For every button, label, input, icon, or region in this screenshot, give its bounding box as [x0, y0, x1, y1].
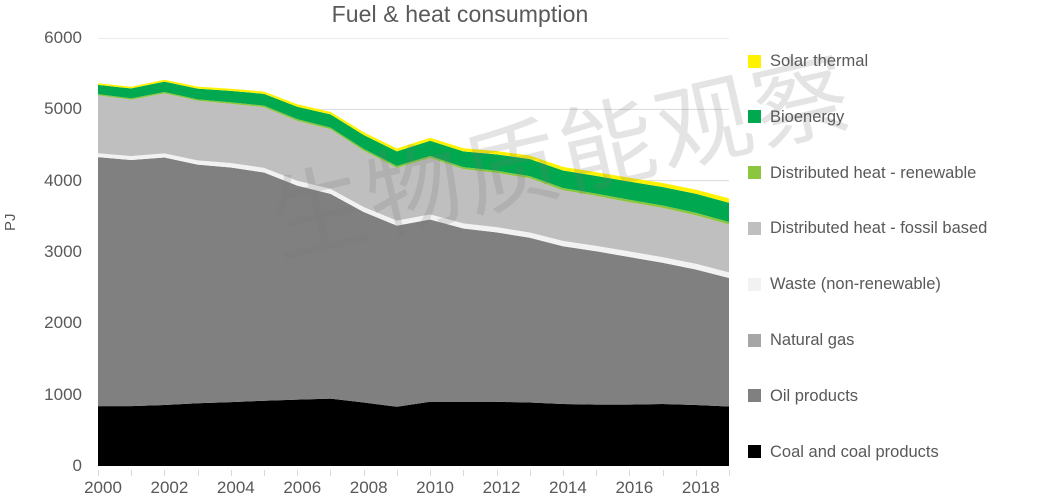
y-axis-tick-label: 2000 [44, 313, 82, 333]
x-axis-tick-label: 2016 [615, 478, 654, 497]
legend-swatch-icon [748, 110, 761, 124]
x-axis-tickmark [695, 470, 697, 476]
x-axis-tickmark [363, 470, 365, 476]
area-series [98, 92, 729, 225]
x-axis-tickmark [596, 470, 598, 476]
legend-item[interactable]: Waste (non-renewable) [748, 275, 941, 293]
legend-item[interactable]: Bioenergy [748, 108, 844, 126]
x-axis-tickmark [529, 470, 531, 476]
x-axis-tick-label: 2002 [150, 478, 189, 497]
x-axis-tickmark [230, 470, 232, 476]
legend-item[interactable]: Natural gas [748, 331, 854, 349]
chart-title: Fuel & heat consumption [331, 1, 589, 27]
x-axis-tick-label: 2004 [216, 478, 255, 497]
x-axis-tickmark [662, 470, 664, 476]
x-axis-tickmark [297, 470, 299, 476]
x-axis-tick-label: 2012 [482, 478, 521, 497]
y-axis-tick-labels: 0 1000 2000 3000 4000 5000 6000 [0, 0, 90, 502]
plot-area [98, 38, 729, 466]
x-axis-tick-label: 2000 [84, 478, 122, 497]
x-axis-tickmark [131, 470, 133, 476]
legend-item[interactable]: Solar thermal [748, 52, 868, 70]
legend-swatch-icon [748, 333, 761, 347]
x-axis-tickmark [496, 470, 498, 476]
legend-item[interactable]: Oil products [748, 387, 858, 405]
x-axis-tickmark [562, 470, 564, 476]
chart-legend: Solar thermal Bioenergy Distributed heat -… [748, 52, 1038, 482]
legend-label: Distributed heat - fossil based [770, 219, 988, 238]
legend-label: Distributed heat - renewable [770, 163, 977, 182]
area-series [98, 157, 729, 407]
y-axis-tick-label: 3000 [44, 242, 82, 261]
x-axis-tickmark [330, 470, 332, 476]
x-axis-tickmark [98, 470, 99, 476]
x-axis-tickmark [264, 470, 266, 476]
legend-item[interactable]: Distributed heat - fossil based [748, 219, 987, 237]
area-series [98, 93, 729, 273]
y-axis-tick-label: 1000 [44, 384, 82, 404]
legend-item[interactable]: Coal and coal products [748, 443, 939, 461]
x-axis-tickmark [197, 470, 199, 476]
legend-label: Natural gas [770, 331, 855, 349]
legend-swatch-icon [748, 445, 761, 459]
legend-label: Bioenergy [770, 107, 845, 126]
legend-label: Coal and coal products [770, 442, 939, 461]
x-axis-tickmark [463, 470, 465, 476]
area-series [98, 398, 729, 466]
legend-swatch-icon [748, 221, 761, 235]
x-axis-tickmark [164, 470, 166, 476]
area-series [98, 81, 729, 222]
x-axis-tick-label: 2010 [416, 478, 455, 497]
legend-label: Waste (non-renewable) [770, 275, 941, 294]
x-axis-tickmark [729, 470, 730, 476]
y-axis-tick-label: 4000 [44, 170, 82, 190]
area-series [98, 153, 729, 279]
legend-label: Oil products [770, 386, 859, 405]
legend-label: Solar thermal [770, 52, 869, 70]
stacked-area-svg [98, 38, 729, 466]
x-axis-tick-label: 2006 [283, 478, 322, 497]
y-axis-tick-label: 0 [72, 456, 82, 475]
x-axis-tick-label: 2014 [549, 478, 587, 497]
x-axis-tick-labels: 2000 2002 2004 2006 2008 2010 2012 2014 2016 2018 [84, 470, 730, 502]
x-axis-tickmark [430, 470, 432, 476]
legend-item[interactable]: Distributed heat - renewable [748, 164, 976, 182]
legend-swatch-icon [748, 277, 761, 291]
y-axis-tick-label: 6000 [44, 28, 82, 47]
x-axis-tick-label: 2018 [681, 478, 720, 497]
legend-swatch-icon [748, 54, 761, 68]
x-axis-tickmark [396, 470, 398, 476]
y-axis-tick-label: 5000 [44, 99, 82, 119]
legend-swatch-icon [748, 389, 761, 403]
x-axis-tickmark [629, 470, 631, 476]
legend-swatch-icon [748, 166, 761, 180]
x-axis-tick-label: 2008 [349, 478, 388, 497]
